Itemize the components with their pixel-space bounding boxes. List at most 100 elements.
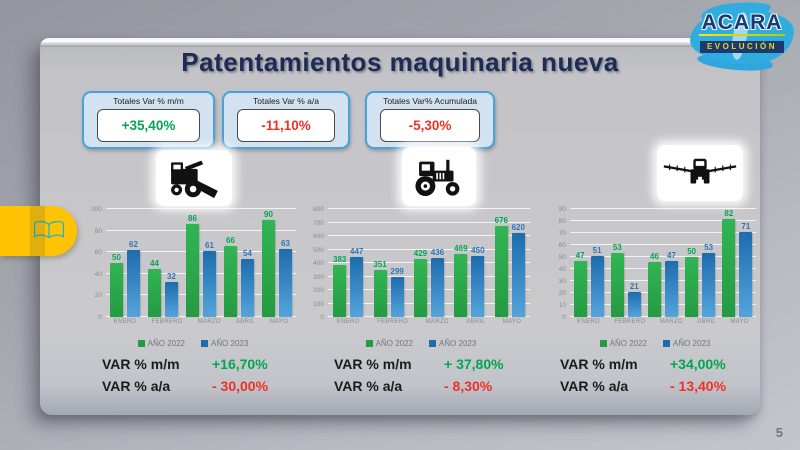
y-axis-tick-label: 40 [558,266,566,273]
summary-box-value-frame: -5,30% [380,109,480,142]
bar-value-label: 46 [650,251,659,261]
y-axis-tick-label: 60 [94,249,102,257]
x-axis-label: MARZO [425,319,449,325]
bar-año-2022 [333,265,347,317]
bar-column: 469 [453,244,469,317]
chart-tractores: 0 100 200 300 400 500 600 700 800 383 447 351 299 429… [306,203,536,351]
bar-value-label: 47 [667,250,676,260]
sprayer-glyph [663,158,737,184]
bar-column: 676 [493,216,509,317]
chart-pulverizadoras: 0 10 20 30 40 50 60 70 80 90 47 51 53 21 46 47 50 53 82 71 E… [548,203,762,351]
bar-group-mayo: 90 63 [261,210,294,317]
open-book-icon [33,220,65,239]
y-axis-tick-label: 50 [558,254,566,261]
bar-group-abril: 50 53 [684,243,717,317]
bar-año-2023 [471,256,485,317]
x-axis-label: MAYO [502,319,522,325]
gridline [106,229,296,231]
page-title: Patentamientos maquinaria nueva [181,47,619,77]
bar-año-2022 [110,263,123,317]
y-axis-tick-label: 0 [98,314,102,321]
gridline [328,289,530,290]
bar-column: 50 [109,253,125,317]
legend-swatch [137,340,145,347]
y-axis-tick-label: 80 [558,218,566,225]
bar-año-2023 [511,233,525,317]
chart-legend: AÑO 2022 AÑO 2023 [548,339,762,348]
x-axis-labels: ENERO FEBRERO MARZO ABRIL MAYO [106,319,296,330]
var-row-mm: VAR % m/m + 37,80% [334,353,534,375]
x-axis-label: ABRIL [466,319,486,325]
bar-año-2022 [685,257,699,317]
bar-value-label: 447 [350,246,364,256]
x-axis-label: MARZO [197,319,221,325]
bar-group-enero: 383 447 [332,247,365,317]
bar-column: 86 [185,214,201,317]
bar-año-2023 [241,258,254,317]
bar-group-febrero: 351 299 [372,260,405,317]
summary-box-value: -11,10% [261,118,311,133]
bar-value-label: 63 [281,238,290,248]
combine-harvester-glyph [171,160,218,199]
var-aa-value: - 30,00% [212,378,269,394]
bar-año-2023 [664,260,678,317]
bookmark-tab[interactable] [0,206,77,256]
bar-value-label: 620 [511,223,525,233]
y-axis-tick-label: 100 [91,206,102,213]
bar-column: 32 [164,272,180,317]
legend-label: AÑO 2023 [439,339,477,348]
bar-value-label: 436 [430,248,445,258]
legend-swatch [599,340,607,347]
bar-column: 47 [572,251,588,317]
bar-column: 71 [738,222,754,317]
legend-item: AÑO 2023 [663,339,710,348]
x-axis-label: ENERO [336,319,360,325]
bar-column: 21 [626,282,642,317]
acara-logo: ACARA EVOLUCIÓN [687,0,797,72]
summary-box-value-frame: +35,40% [97,109,200,142]
y-axis-tick-label: 40 [94,270,102,278]
bar-año-2023 [165,282,178,317]
y-axis-tick-label: 60 [558,242,566,249]
var-mm-label: VAR % m/m [560,356,638,372]
x-axis-label: ENERO [113,319,137,325]
var-aa-value: - 13,40% [670,378,727,394]
bar-año-2022 [148,269,161,317]
legend-swatch [429,340,436,347]
bar-año-2023 [430,258,444,317]
logo-tagline: EVOLUCIÓN [699,41,785,53]
gridline [570,256,756,257]
summary-box-label: Totales Var % m/m [113,96,184,106]
plot-area: 47 51 53 21 46 47 50 53 82 71 [570,208,756,317]
bar-column: 47 [663,251,679,317]
y-axis-tick-label: 10 [558,302,566,309]
bar-column: 429 [412,249,428,317]
plot-area: 50 62 44 32 86 61 66 54 90 63 [106,208,296,317]
bar-group-abril: 469 450 [453,244,486,317]
gridline [570,292,756,293]
bar-group-abril: 66 54 [223,236,256,317]
var-mm-label: VAR % m/m [102,356,180,372]
legend-swatch [365,340,373,347]
y-axis-tick-label: 100 [313,300,324,308]
bar-value-label: 50 [687,247,697,256]
bar-año-2022 [573,260,587,317]
bar-column: 46 [646,252,662,317]
chart-cosechadoras: 0 20 40 60 80 100 50 62 44 32 86 61 66 54 90 63 ENERO FEB… [84,203,302,351]
legend-swatch [201,340,208,347]
var-aa-label: VAR % a/a [334,378,403,394]
chart-legend: AÑO 2022 AÑO 2023 [84,339,302,348]
legend-item: AÑO 2022 [137,339,185,348]
var-row-mm: VAR % m/m +34,00% [560,353,760,375]
bar-group-marzo: 46 47 [646,251,679,317]
gridline [106,208,296,209]
summary-box-var-acumulada: Totales Var% Acumulada -5,30% [365,91,495,149]
legend-item: AÑO 2023 [429,339,476,348]
y-axis-tick-label: 90 [558,206,566,213]
summary-box-value: -5,30% [408,118,452,133]
var-row-aa: VAR % a/a - 13,40% [560,375,760,397]
bar-año-2022 [186,224,199,317]
y-axis-tick-label: 20 [558,290,566,297]
bar-column: 436 [429,248,445,317]
logo-brand: ACARA [701,11,783,34]
